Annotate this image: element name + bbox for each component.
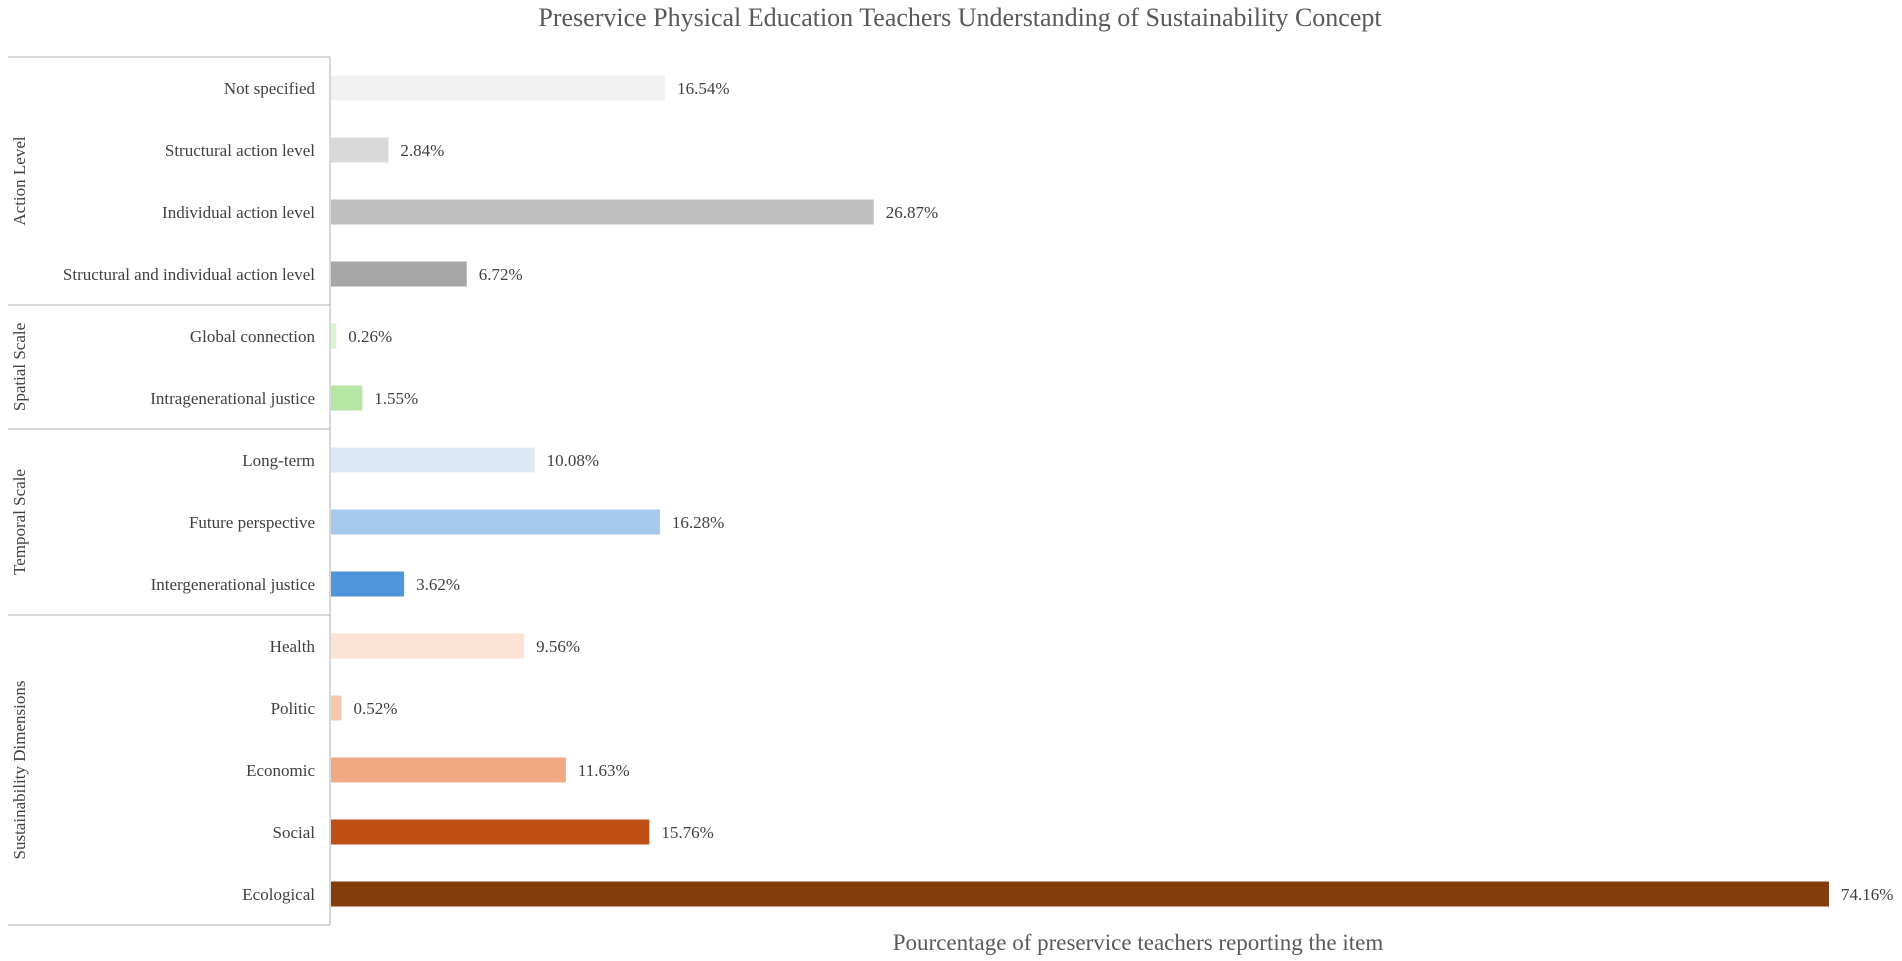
value-label-intergenerational-justice: 3.62% xyxy=(416,575,460,594)
value-label-intragenerational-justice: 1.55% xyxy=(374,389,418,408)
category-frame xyxy=(8,56,331,926)
category-label-structural-action-level: Structural action level xyxy=(165,141,315,160)
bar-politic xyxy=(331,695,342,721)
value-label-economic: 11.63% xyxy=(578,761,630,780)
bar-future-perspective xyxy=(331,509,660,535)
value-label-global-connection: 0.26% xyxy=(348,327,392,346)
value-label-ecological: 74.16% xyxy=(1841,885,1893,904)
category-label-politic: Politic xyxy=(271,699,316,718)
group-label-sustainability-dimensions: Sustainability Dimensions xyxy=(10,681,29,860)
bar-individual-action-level xyxy=(331,199,874,225)
group-label-spatial-scale: Spatial Scale xyxy=(10,323,29,411)
value-label-structural-action-level: 2.84% xyxy=(400,141,444,160)
category-label-future-perspective: Future perspective xyxy=(189,513,315,532)
group-label-temporal-scale: Temporal Scale xyxy=(10,469,29,575)
category-label-global-connection: Global connection xyxy=(190,327,316,346)
bar-health xyxy=(331,633,525,659)
bar-ecological xyxy=(331,881,1829,907)
bar-intergenerational-justice xyxy=(331,571,405,597)
bar-long-term xyxy=(331,447,535,473)
category-label-individual-action-level: Individual action level xyxy=(162,203,315,222)
x-axis-label: Pourcentage of preservice teachers repor… xyxy=(893,930,1384,955)
category-labels: Not specified Structural action level Indi… xyxy=(63,79,316,904)
bars xyxy=(331,75,1829,907)
value-label-health: 9.56% xyxy=(536,637,580,656)
group-label-action-level: Action Level xyxy=(10,136,29,225)
category-label-health: Health xyxy=(270,637,316,656)
category-label-long-term: Long-term xyxy=(242,451,315,470)
value-label-social: 15.76% xyxy=(661,823,713,842)
category-label-intragenerational-justice: Intragenerational justice xyxy=(150,389,315,408)
category-label-not-specified: Not specified xyxy=(224,79,316,98)
bar-social xyxy=(331,819,650,845)
category-label-intergenerational-justice: Intergenerational justice xyxy=(151,575,315,594)
bar-structural-action-level xyxy=(331,137,389,163)
chart-title: Preservice Physical Education Teachers U… xyxy=(538,3,1382,32)
bar-not-specified xyxy=(331,75,666,101)
value-label-structural-and-individual-action-level: 6.72% xyxy=(479,265,523,284)
value-label-not-specified: 16.54% xyxy=(677,79,729,98)
value-label-individual-action-level: 26.87% xyxy=(886,203,938,222)
bar-structural-and-individual-action-level xyxy=(331,261,467,287)
category-label-structural-and-individual-action-level: Structural and individual action level xyxy=(63,265,315,284)
value-label-politic: 0.52% xyxy=(354,699,398,718)
bar-intragenerational-justice xyxy=(331,385,363,411)
value-label-future-perspective: 16.28% xyxy=(672,513,724,532)
category-label-economic: Economic xyxy=(246,761,315,780)
category-label-ecological: Ecological xyxy=(242,885,315,904)
bar-global-connection xyxy=(331,323,337,349)
value-labels: 16.54% 2.84% 26.87% 6.72% 0.26% 1.55% 10.08% 16… xyxy=(348,79,1893,904)
category-label-social: Social xyxy=(273,823,316,842)
group-labels: Action Level Spatial Scale Temporal Scale S… xyxy=(10,136,29,859)
bar-economic xyxy=(331,757,566,783)
value-label-long-term: 10.08% xyxy=(547,451,599,470)
